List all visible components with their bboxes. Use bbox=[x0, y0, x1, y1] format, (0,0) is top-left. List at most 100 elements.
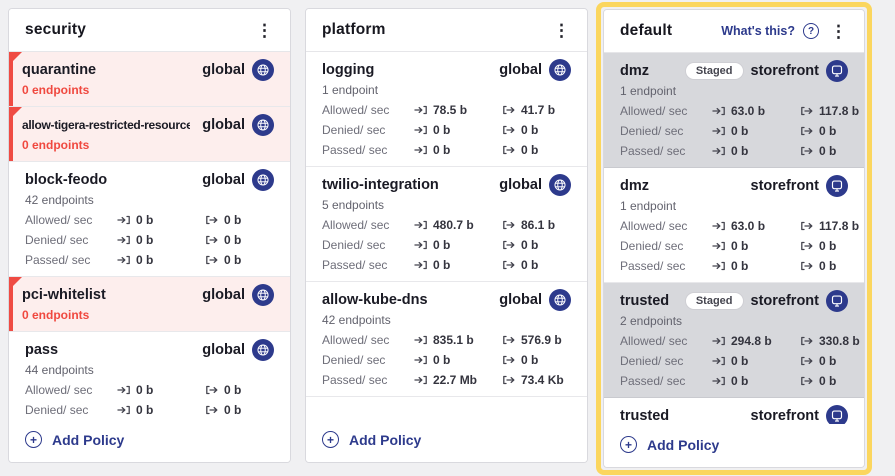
ingress-arrow-icon bbox=[117, 384, 131, 396]
egress-arrow-icon bbox=[800, 145, 814, 157]
ingress-stat: 0 b bbox=[712, 354, 800, 368]
ingress-value: 0 b bbox=[731, 354, 749, 368]
policy-card[interactable]: dmz Staged storefront 1 endpoint Allowed… bbox=[604, 53, 864, 168]
whats-this-link[interactable]: What's this? bbox=[721, 24, 795, 38]
kebab-menu-icon[interactable]: ⋮ bbox=[553, 20, 570, 40]
ingress-arrow-icon bbox=[414, 354, 428, 366]
stat-label: Passed/ sec bbox=[620, 144, 686, 158]
ingress-stat: 480.7 b bbox=[414, 218, 502, 232]
egress-value: 0 b bbox=[224, 253, 242, 267]
ingress-arrow-icon bbox=[414, 104, 428, 116]
policy-card[interactable]: dmz storefront 1 endpoint Allowed/ sec 6… bbox=[604, 168, 864, 283]
policy-name[interactable]: twilio-integration bbox=[322, 177, 439, 193]
staged-badge: Staged bbox=[684, 292, 744, 310]
ingress-stat: 22.7 Mb bbox=[414, 373, 502, 387]
ingress-value: 0 b bbox=[136, 253, 154, 267]
help-icon[interactable]: ? bbox=[803, 23, 819, 39]
add-policy-button[interactable]: + Add Policy bbox=[9, 419, 290, 462]
policy-name[interactable]: dmz bbox=[620, 63, 649, 79]
scope-label: global bbox=[499, 62, 542, 78]
traffic-stats: Allowed/ sec 0 b 0 b Denied/ sec 0 b 0 b… bbox=[25, 210, 274, 270]
policy-name[interactable]: logging bbox=[322, 62, 375, 78]
ingress-value: 0 b bbox=[136, 213, 154, 227]
policy-name[interactable]: block-feodo bbox=[25, 172, 108, 188]
ingress-arrow-icon bbox=[117, 234, 131, 246]
ingress-value: 78.5 b bbox=[433, 103, 468, 117]
policy-card[interactable]: allow-tigera-restricted-resources global… bbox=[9, 107, 290, 162]
add-policy-button[interactable]: + Add Policy bbox=[306, 419, 587, 462]
stat-row: Denied/ sec 0 b 0 b bbox=[25, 400, 274, 419]
stat-label: Passed/ sec bbox=[322, 373, 388, 387]
ingress-value: 63.0 b bbox=[731, 219, 766, 233]
ingress-stat: 835.1 b bbox=[414, 333, 502, 347]
policy-name[interactable]: allow-tigera-restricted-resources bbox=[22, 118, 191, 132]
column-title: platform bbox=[322, 21, 386, 38]
plus-icon: + bbox=[25, 431, 42, 448]
column-header: platform ⋮ bbox=[306, 9, 587, 52]
egress-value: 0 b bbox=[819, 239, 837, 253]
global-scope-icon bbox=[252, 284, 274, 306]
egress-stat: 576.9 b bbox=[502, 333, 562, 347]
ingress-stat: 78.5 b bbox=[414, 103, 502, 117]
policy-card[interactable]: block-feodo global 42 endpoints Allowed/… bbox=[9, 162, 290, 277]
scope-label: global bbox=[202, 287, 245, 303]
ingress-value: 835.1 b bbox=[433, 333, 474, 347]
stat-label: Allowed/ sec bbox=[620, 104, 688, 118]
egress-stat: 0 b bbox=[205, 213, 241, 227]
policy-name[interactable]: pci-whitelist bbox=[22, 287, 106, 303]
policy-card[interactable]: allow-kube-dns global 42 endpoints Allow… bbox=[306, 282, 587, 397]
egress-arrow-icon bbox=[205, 214, 219, 226]
egress-arrow-icon bbox=[205, 404, 219, 416]
egress-value: 0 b bbox=[224, 213, 242, 227]
global-scope-icon bbox=[252, 169, 274, 191]
ingress-stat: 0 b bbox=[414, 258, 502, 272]
policy-card[interactable]: logging global 1 endpoint Allowed/ sec 7… bbox=[306, 52, 587, 167]
stat-label: Allowed/ sec bbox=[620, 334, 688, 348]
add-policy-button[interactable]: + Add Policy bbox=[604, 424, 864, 467]
policy-name[interactable]: dmz bbox=[620, 178, 649, 194]
policy-card[interactable]: trusted storefront bbox=[604, 398, 864, 424]
scope-label: global bbox=[499, 292, 542, 308]
egress-value: 86.1 b bbox=[521, 218, 556, 232]
egress-arrow-icon bbox=[800, 105, 814, 117]
stat-row: Passed/ sec 0 b 0 b bbox=[322, 255, 571, 275]
policy-name[interactable]: trusted bbox=[620, 408, 670, 424]
stat-label: Denied/ sec bbox=[620, 354, 684, 368]
policy-name[interactable]: pass bbox=[25, 342, 59, 358]
policy-card[interactable]: twilio-integration global 5 endpoints Al… bbox=[306, 167, 587, 282]
egress-value: 0 b bbox=[819, 259, 837, 273]
endpoint-count: 1 endpoint bbox=[620, 199, 677, 213]
kebab-menu-icon[interactable]: ⋮ bbox=[830, 21, 847, 41]
ingress-value: 22.7 Mb bbox=[433, 373, 478, 387]
egress-value: 0 b bbox=[521, 123, 539, 137]
ingress-value: 0 b bbox=[433, 143, 451, 157]
ingress-arrow-icon bbox=[712, 355, 726, 367]
egress-value: 330.8 b bbox=[819, 334, 860, 348]
policy-name[interactable]: quarantine bbox=[22, 62, 97, 78]
ingress-arrow-icon bbox=[414, 219, 428, 231]
add-policy-label: Add Policy bbox=[647, 436, 720, 453]
egress-stat: 0 b bbox=[502, 143, 538, 157]
ingress-arrow-icon bbox=[414, 144, 428, 156]
egress-value: 0 b bbox=[224, 403, 242, 417]
policy-card[interactable]: pass global 44 endpoints Allowed/ sec 0 … bbox=[9, 332, 290, 419]
policy-card[interactable]: trusted Staged storefront 2 endpoints Al… bbox=[604, 283, 864, 398]
stat-row: Denied/ sec 0 b 0 b bbox=[620, 236, 848, 256]
endpoint-count: 0 endpoints bbox=[22, 138, 90, 152]
global-scope-icon bbox=[549, 59, 571, 81]
endpoint-count: 2 endpoints bbox=[620, 314, 683, 328]
kebab-menu-icon[interactable]: ⋮ bbox=[256, 20, 273, 40]
traffic-stats: Allowed/ sec 835.1 b 576.9 b Denied/ sec… bbox=[322, 330, 571, 390]
policy-name[interactable]: trusted bbox=[620, 293, 670, 309]
egress-arrow-icon bbox=[502, 354, 516, 366]
egress-arrow-icon bbox=[502, 144, 516, 156]
egress-arrow-icon bbox=[502, 374, 516, 386]
policy-name[interactable]: allow-kube-dns bbox=[322, 292, 428, 308]
namespace-label: storefront bbox=[750, 63, 819, 79]
egress-stat: 0 b bbox=[205, 233, 241, 247]
ingress-stat: 0 b bbox=[712, 124, 800, 138]
policy-card[interactable]: quarantine global 0 endpoints bbox=[9, 52, 290, 107]
policy-card[interactable]: pci-whitelist global 0 endpoints bbox=[9, 277, 290, 332]
ingress-value: 0 b bbox=[731, 239, 749, 253]
